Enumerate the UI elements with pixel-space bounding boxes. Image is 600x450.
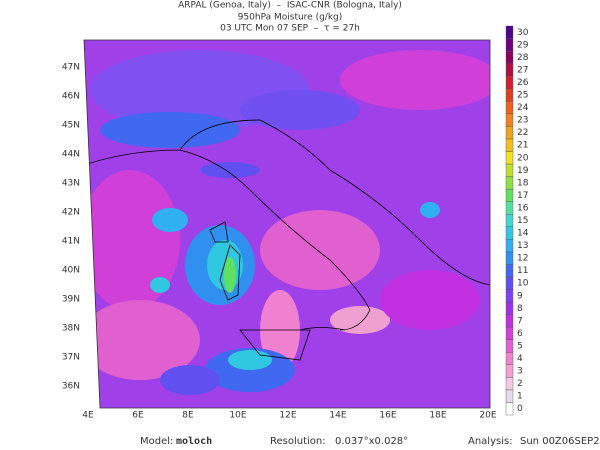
lon-label: 14E (329, 411, 346, 421)
moisture-field (84, 40, 490, 408)
lat-label: 39N (62, 295, 80, 305)
footer-value: Sun 00Z06SEP2026 (520, 436, 600, 447)
colorbar-label: 26 (517, 78, 529, 88)
colorbar-box (505, 364, 514, 378)
colorbar-label: 15 (517, 216, 528, 226)
colorbar-box (505, 163, 514, 177)
colorbar-label: 14 (517, 229, 529, 239)
colorbar-label: 17 (517, 191, 528, 201)
footer-label: Model: (140, 436, 173, 447)
lon-label: 8E (182, 411, 194, 421)
colorbar-label: 8 (517, 304, 523, 314)
colorbar-label: 20 (517, 153, 529, 163)
colorbar-box (505, 289, 514, 303)
colorbar-box (505, 402, 514, 416)
colorbar-box (505, 326, 514, 340)
colorbar-label: 9 (517, 291, 523, 301)
lat-label: 45N (62, 121, 80, 131)
colorbar-label: 16 (517, 203, 529, 213)
colorbar-box (505, 301, 514, 315)
colorbar-box (505, 88, 514, 102)
colorbar-label: 11 (517, 266, 528, 276)
footer-label: Analysis: (468, 436, 513, 447)
colorbar-box (505, 176, 514, 190)
colorbar-box (505, 251, 514, 265)
colorbar-label: 29 (517, 40, 529, 50)
colorbar-label: 12 (517, 254, 528, 264)
colorbar-box (505, 314, 514, 328)
colorbar-box (505, 126, 514, 140)
colorbar-box (505, 63, 514, 77)
colorbar-label: 30 (517, 28, 529, 38)
colorbar-box (505, 151, 514, 165)
lat-label: 41N (62, 237, 80, 247)
lat-label: 43N (62, 179, 80, 189)
colorbar-label: 4 (517, 354, 523, 364)
header-line: 03 UTC Mon 07 SEP – τ = 27h (220, 24, 360, 34)
lat-label: 46N (62, 92, 80, 102)
lat-label: 36N (62, 382, 80, 392)
colorbar-label: 0 (517, 404, 523, 414)
colorbar-box (505, 214, 514, 227)
colorbar-label: 7 (517, 316, 523, 326)
footer-value: moloch (176, 436, 212, 447)
header-line: 950hPa Moisture (g/kg) (238, 13, 343, 23)
map-frame (83, 39, 491, 409)
colorbar-box (505, 138, 514, 152)
colorbar-label: 24 (517, 103, 529, 113)
colorbar-box (505, 264, 514, 278)
colorbar-label: 27 (517, 65, 528, 75)
colorbar-box (505, 339, 514, 353)
colorbar-label: 6 (517, 329, 523, 339)
colorbar-label: 25 (517, 91, 528, 101)
footer-label: Resolution: (270, 436, 326, 447)
colorbar-box (505, 201, 514, 215)
colorbar-label: 23 (517, 116, 528, 126)
colorbar-box (505, 25, 514, 39)
lon-label: 12E (279, 411, 296, 421)
colorbar-label: 28 (517, 53, 529, 63)
lat-label: 37N (62, 353, 80, 363)
colorbar-box (505, 239, 514, 253)
colorbar-box (505, 276, 514, 290)
lon-label: 16E (379, 411, 396, 421)
lat-label: 40N (62, 266, 80, 276)
lon-label: 10E (229, 411, 246, 421)
colorbar-label: 18 (517, 178, 529, 188)
colorbar-box (505, 101, 514, 115)
lon-label: 6E (132, 411, 144, 421)
lon-label: 20E (479, 411, 496, 421)
lat-label: 38N (62, 324, 80, 334)
colorbar-label: 21 (517, 141, 528, 151)
colorbar-box (505, 188, 514, 202)
colorbar-box (505, 75, 514, 89)
colorbar-box (505, 226, 514, 240)
colorbar-label: 19 (517, 166, 529, 176)
colorbar-box (505, 50, 514, 64)
lon-label: 4E (82, 411, 94, 421)
colorbar-box (505, 113, 514, 127)
lat-label: 42N (62, 208, 80, 218)
colorbar-label: 2 (517, 379, 523, 389)
colorbar-label: 13 (517, 241, 528, 251)
colorbar-box (505, 352, 514, 366)
colorbar-box (505, 389, 514, 403)
footer-value: 0.037°x0.028° (335, 436, 408, 447)
header-line: ARPAL (Genoa, Italy) – ISAC-CNR (Bologna… (178, 1, 402, 11)
lon-label: 18E (429, 411, 446, 421)
colorbar-label: 5 (517, 341, 523, 351)
colorbar-label: 22 (517, 128, 528, 138)
colorbar-label: 3 (517, 367, 523, 377)
lat-label: 44N (62, 150, 80, 160)
colorbar-label: 10 (517, 279, 529, 289)
lat-label: 47N (62, 63, 80, 73)
colorbar-box (505, 377, 514, 391)
colorbar-label: 1 (517, 392, 523, 402)
colorbar-box (505, 38, 514, 52)
